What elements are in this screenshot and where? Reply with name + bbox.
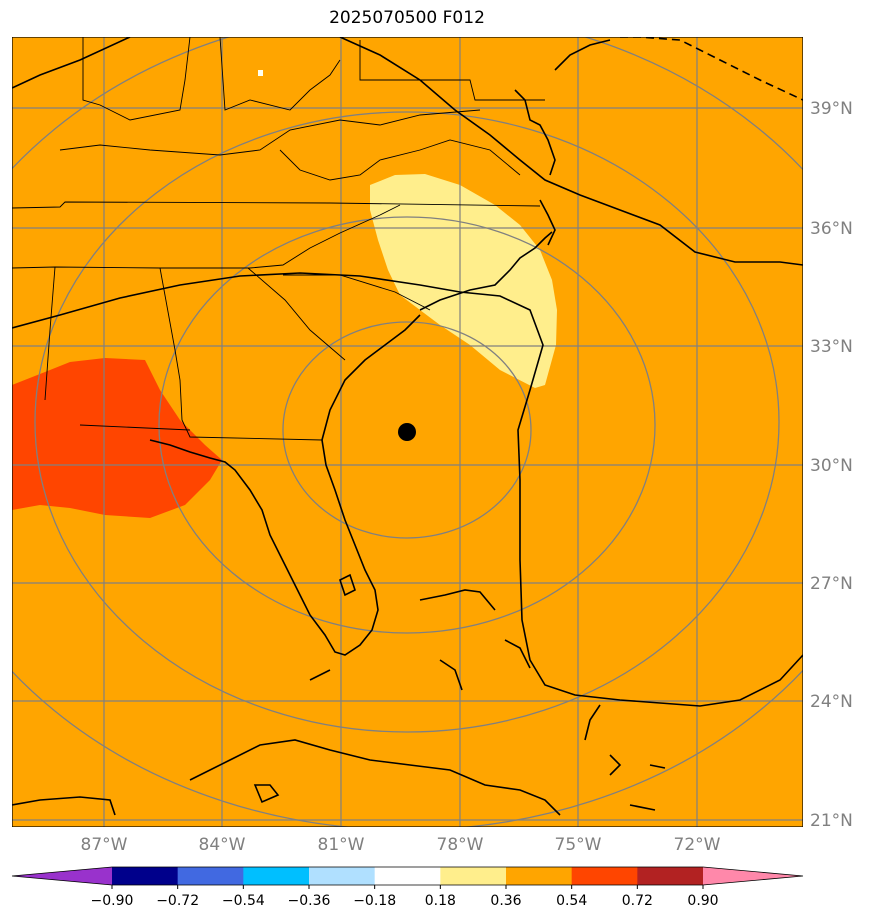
colorbar-extend-high xyxy=(703,867,803,885)
colorbar-segment xyxy=(440,867,507,885)
colorbar-tick-label: 0.90 xyxy=(687,893,718,909)
lat-label: 39°N xyxy=(810,99,853,119)
lon-label: 78°W xyxy=(437,835,484,855)
map-panel xyxy=(12,37,803,827)
gridlines xyxy=(12,37,803,827)
white-spot xyxy=(258,70,263,76)
lon-label: 84°W xyxy=(199,835,246,855)
colorbar-tick-label: 0.54 xyxy=(556,893,587,909)
colorbar-segment xyxy=(571,867,638,885)
colorbar-tick-label: 0.36 xyxy=(490,893,521,909)
orange-red-region xyxy=(12,358,222,518)
colorbar-tick-label: 0.18 xyxy=(425,893,456,909)
lat-label: 24°N xyxy=(810,692,853,712)
colorbar-segment xyxy=(309,867,376,885)
colorbar-tick-label: −0.72 xyxy=(156,893,199,909)
colorbar-tick-label: 0.72 xyxy=(622,893,653,909)
map-title: 2025070500 F012 xyxy=(329,8,485,28)
lon-label: 72°W xyxy=(674,835,721,855)
lat-label: 30°N xyxy=(810,456,853,476)
lat-label: 21°N xyxy=(810,811,853,831)
colorbar-extend-low xyxy=(12,867,112,885)
lon-label: 75°W xyxy=(555,835,602,855)
state-borders xyxy=(12,37,545,441)
colorbar-tick-label: −0.90 xyxy=(91,893,134,909)
colorbar-tick-label: −0.36 xyxy=(288,893,331,909)
coastlines xyxy=(12,37,803,816)
lat-label: 27°N xyxy=(810,574,853,594)
colorbar: −0.90 −0.72 −0.54 −0.36 −0.18 0.18 0.36 0.54 0.7… xyxy=(11,866,804,909)
colorbar-segment xyxy=(506,867,573,885)
lat-label: 36°N xyxy=(810,219,853,239)
colorbar-segment xyxy=(243,867,310,885)
colorbar-tick-label: −0.54 xyxy=(222,893,265,909)
colorbar-segment xyxy=(177,867,244,885)
lon-label: 87°W xyxy=(81,835,128,855)
colorbar-segment xyxy=(374,867,441,885)
colorbar-tick-label: −0.18 xyxy=(353,893,396,909)
colorbar-segment xyxy=(637,867,704,885)
lon-label: 81°W xyxy=(318,835,365,855)
lat-label: 33°N xyxy=(810,337,853,357)
storm-center-marker xyxy=(398,423,416,441)
range-rings xyxy=(12,37,803,827)
colorbar-segment xyxy=(112,867,179,885)
